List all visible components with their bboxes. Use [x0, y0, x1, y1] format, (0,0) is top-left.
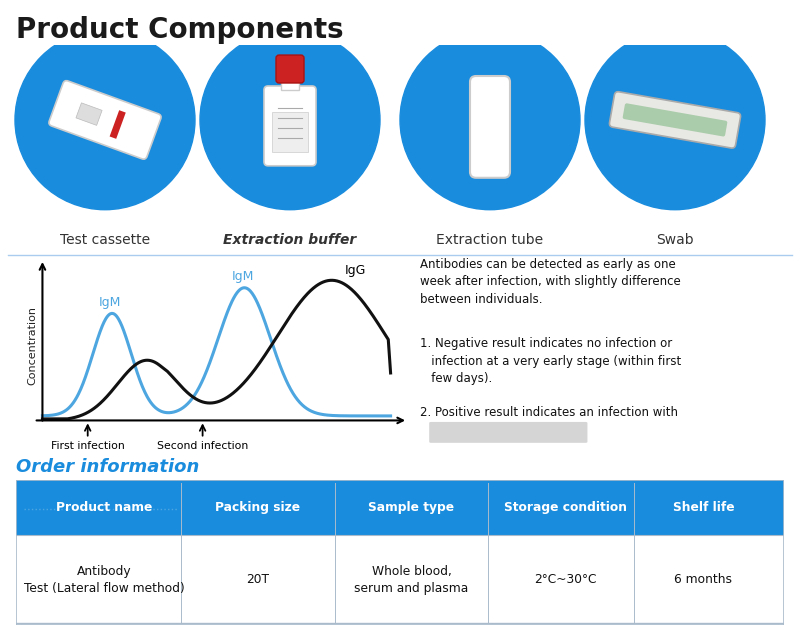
FancyBboxPatch shape — [264, 86, 316, 166]
Text: Antibodies can be detected as early as one
week after infection, with slightly d: Antibodies can be detected as early as o… — [420, 258, 681, 306]
Bar — [281, 78, 299, 90]
Text: Antibody
Test (Lateral flow method): Antibody Test (Lateral flow method) — [24, 565, 185, 594]
Text: First infection: First infection — [51, 440, 125, 451]
Text: Whole blood,
serum and plasma: Whole blood, serum and plasma — [354, 565, 469, 594]
Bar — [16, 480, 784, 535]
Ellipse shape — [585, 30, 765, 210]
Ellipse shape — [200, 30, 380, 210]
Text: 2. Positive result indicates an infection with: 2. Positive result indicates an infectio… — [420, 406, 678, 419]
Text: Product Components: Product Components — [16, 15, 344, 44]
Text: Shelf life: Shelf life — [673, 501, 734, 514]
Text: Second infection: Second infection — [157, 440, 248, 451]
Ellipse shape — [15, 30, 195, 210]
Text: Extraction buffer: Extraction buffer — [223, 232, 357, 247]
Bar — [272, 112, 308, 152]
FancyBboxPatch shape — [470, 76, 510, 178]
Bar — [110, 110, 126, 139]
Text: IgM: IgM — [231, 270, 254, 283]
Text: Product name: Product name — [56, 501, 153, 514]
Text: 2°C~30°C: 2°C~30°C — [534, 573, 596, 586]
FancyBboxPatch shape — [610, 91, 741, 148]
Text: Storage condition: Storage condition — [504, 501, 626, 514]
Ellipse shape — [400, 30, 580, 210]
FancyBboxPatch shape — [622, 103, 727, 137]
Text: Order information: Order information — [16, 459, 199, 477]
Text: 6 months: 6 months — [674, 573, 732, 586]
Text: Test cassette: Test cassette — [60, 232, 150, 247]
FancyBboxPatch shape — [429, 422, 587, 443]
Text: Packing size: Packing size — [215, 501, 301, 514]
Bar — [76, 103, 102, 126]
Text: Extraction tube: Extraction tube — [437, 232, 543, 247]
Text: 20T: 20T — [246, 573, 270, 586]
Text: Sample type: Sample type — [369, 501, 454, 514]
Text: IgG: IgG — [345, 264, 366, 277]
FancyBboxPatch shape — [49, 80, 161, 159]
Text: IgM: IgM — [99, 296, 122, 309]
Text: Swab: Swab — [656, 232, 694, 247]
FancyBboxPatch shape — [276, 55, 304, 83]
Text: Concentration: Concentration — [28, 305, 38, 384]
Text: 1. Negative result indicates no infection or
   infection at a very early stage : 1. Negative result indicates no infectio… — [420, 337, 682, 385]
